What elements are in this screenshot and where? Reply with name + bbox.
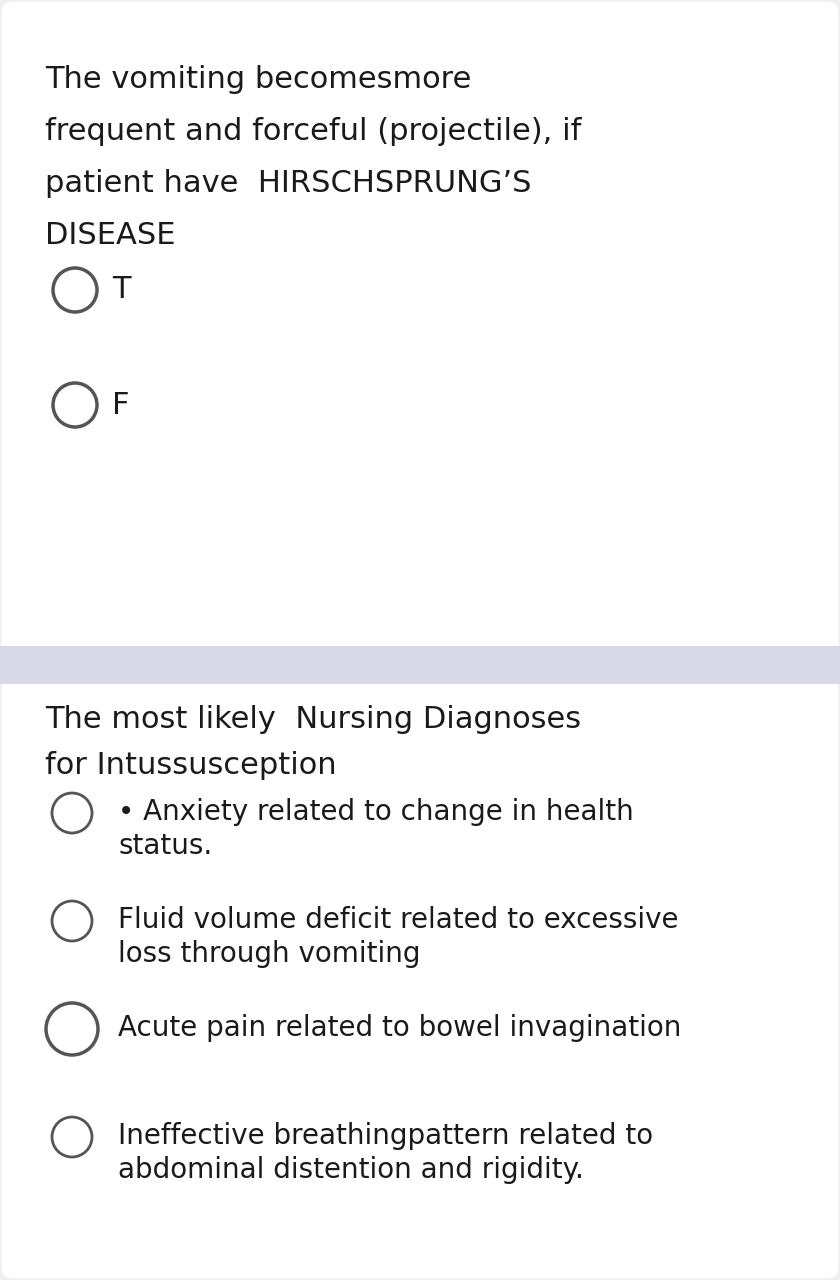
FancyBboxPatch shape	[2, 673, 838, 1277]
Text: F: F	[112, 390, 129, 420]
Text: abdominal distention and rigidity.: abdominal distention and rigidity.	[118, 1156, 584, 1184]
Text: The most likely  Nursing Diagnoses: The most likely Nursing Diagnoses	[45, 705, 581, 733]
Text: loss through vomiting: loss through vomiting	[118, 940, 421, 968]
Text: frequent and forceful (projectile), if: frequent and forceful (projectile), if	[45, 116, 581, 146]
Text: T: T	[112, 275, 130, 305]
Text: Ineffective breathingpattern related to: Ineffective breathingpattern related to	[118, 1123, 654, 1149]
Bar	[0, 646, 840, 684]
Text: • Anxiety related to change in health: • Anxiety related to change in health	[118, 797, 633, 826]
Text: Fluid volume deficit related to excessive: Fluid volume deficit related to excessiv…	[118, 906, 679, 934]
Text: patient have  HIRSCHSPRUNG’S: patient have HIRSCHSPRUNG’S	[45, 169, 532, 198]
Text: DISEASE: DISEASE	[45, 221, 176, 250]
Text: The vomiting becomesmore: The vomiting becomesmore	[45, 65, 471, 93]
Text: for Intussusception: for Intussusception	[45, 751, 337, 780]
Text: status.: status.	[118, 832, 213, 860]
Text: Acute pain related to bowel invagination: Acute pain related to bowel invagination	[118, 1014, 681, 1042]
FancyBboxPatch shape	[2, 3, 838, 695]
